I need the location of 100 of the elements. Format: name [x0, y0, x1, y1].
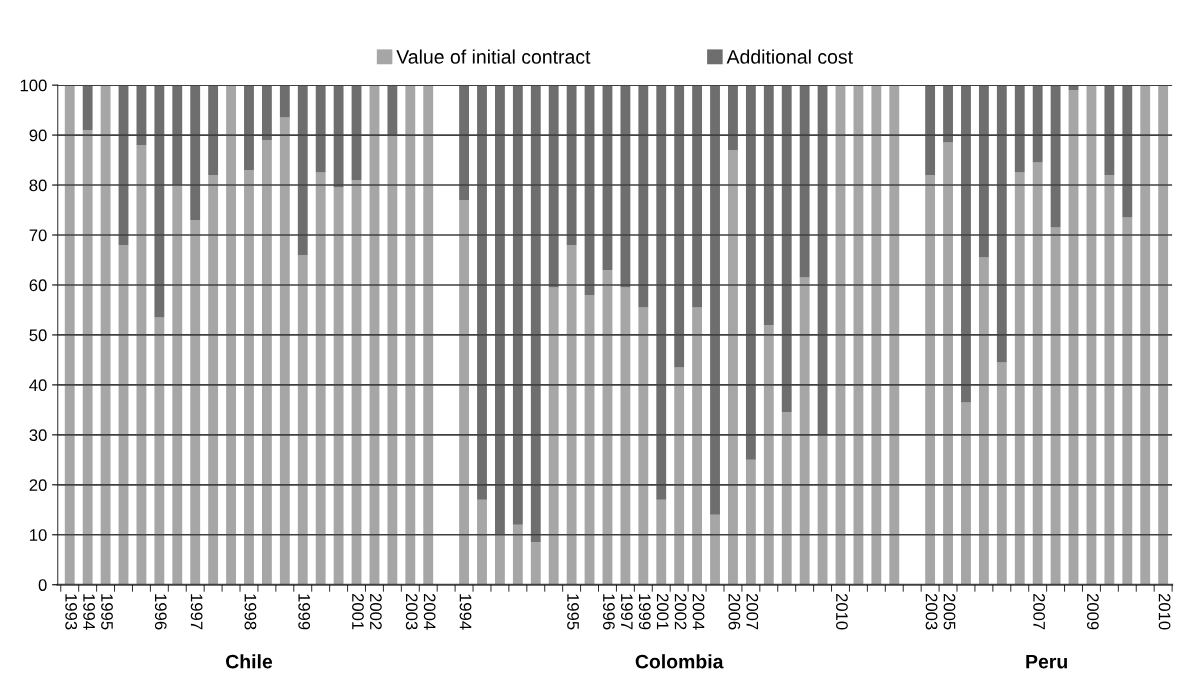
bar: [244, 85, 254, 171]
x-tick-label: 1995: [101, 594, 113, 630]
bar: [728, 85, 738, 151]
bar: [82, 85, 93, 131]
bar: [853, 85, 864, 585]
bar: [423, 85, 434, 585]
y-tick-label: 20: [29, 479, 47, 492]
x-tick-label: 2006: [728, 593, 741, 630]
bar: [692, 307, 703, 585]
y-tick-label: 70: [29, 229, 47, 242]
bar: [530, 85, 541, 543]
bar: [745, 85, 756, 460]
x-tick-label: 2003: [405, 593, 418, 630]
bar: [763, 85, 774, 325]
bar: [333, 187, 344, 585]
bar: [530, 542, 541, 585]
x-tick-label: 1997: [620, 594, 633, 630]
x-tick-label: 2005: [943, 593, 956, 630]
bar: [925, 175, 936, 585]
bar: [154, 317, 165, 585]
y-tick-label: 80: [29, 179, 47, 192]
x-tick-label: 2009: [1086, 593, 1099, 630]
x-tick-label: 2004: [423, 593, 436, 630]
bar: [279, 117, 290, 585]
bar: [943, 142, 953, 585]
bar: [745, 459, 756, 585]
x-tick-label: 2007: [1033, 593, 1045, 630]
y-tick-label: 90: [29, 129, 47, 142]
bar: [100, 85, 111, 585]
text: Colombia: [635, 654, 724, 669]
y-tick-label: 50: [29, 329, 47, 342]
legend-label: Value of initial contract: [396, 49, 591, 64]
bar: [961, 85, 971, 403]
bar: [208, 85, 219, 176]
x-tick-label: 1999: [638, 594, 651, 630]
y-tick-label: 40: [29, 379, 47, 392]
x-tick-label: 1998: [244, 594, 257, 630]
bar: [154, 85, 165, 318]
bar: [297, 85, 308, 255]
text: Chile: [226, 654, 273, 669]
bar: [889, 85, 900, 585]
bar: [1122, 217, 1133, 585]
x-tick-label: 2004: [692, 593, 705, 630]
y-tick-label: 60: [29, 279, 47, 292]
x-tick-label: 2002: [369, 593, 382, 630]
bar: [1104, 175, 1115, 585]
bar: [710, 514, 720, 585]
bar: [459, 85, 470, 201]
bar: [817, 434, 828, 585]
bar: [1140, 85, 1151, 585]
text: Peru: [1026, 654, 1067, 669]
bar: [297, 254, 308, 585]
bar: [548, 85, 559, 288]
bar: [459, 200, 470, 585]
bar: [710, 85, 720, 515]
bar: [261, 140, 272, 585]
bar: [799, 85, 810, 278]
bar: [315, 172, 326, 585]
bar: [387, 85, 398, 136]
bar: [1014, 85, 1025, 173]
bar: [333, 85, 344, 188]
x-tick-label: 1995: [567, 594, 579, 630]
bar: [781, 85, 792, 413]
x-tick-label: 1997: [190, 594, 203, 630]
bar: [387, 135, 398, 585]
x-tick-label: 1999: [298, 594, 311, 630]
bar: [566, 85, 577, 245]
bar: [566, 245, 577, 585]
bar: [692, 85, 703, 308]
bar: [925, 85, 936, 176]
bar: [996, 85, 1007, 363]
x-tick-label: 1996: [603, 594, 615, 630]
bar: [64, 85, 75, 585]
bar: [656, 85, 667, 500]
bar: [1050, 227, 1061, 585]
bar: [172, 185, 183, 585]
x-tick-label: 1993: [65, 594, 78, 630]
bar: [799, 277, 810, 585]
bar: [315, 85, 326, 173]
bar: [512, 85, 523, 525]
x-tick-label: 2003: [925, 593, 938, 630]
y-tick-label: 100: [20, 79, 47, 92]
x-tick-label: 1996: [154, 594, 167, 630]
legend-label: Additional cost: [726, 49, 853, 64]
x-tick-label: 1994: [459, 594, 472, 630]
y-tick-label: 10: [30, 529, 47, 541]
bar: [172, 85, 183, 186]
bar: [190, 85, 201, 221]
bar: [477, 85, 487, 500]
bar: [261, 85, 272, 141]
bar: [226, 85, 236, 585]
bar: [244, 170, 254, 585]
bar: [512, 524, 523, 585]
bar: [763, 324, 774, 585]
bar: [728, 150, 738, 585]
y-tick-label: 30: [29, 429, 47, 442]
x-tick-label: 2007: [746, 593, 759, 630]
bar: [978, 257, 989, 585]
x-tick-label: 2002: [674, 593, 687, 630]
bar: [674, 85, 685, 368]
